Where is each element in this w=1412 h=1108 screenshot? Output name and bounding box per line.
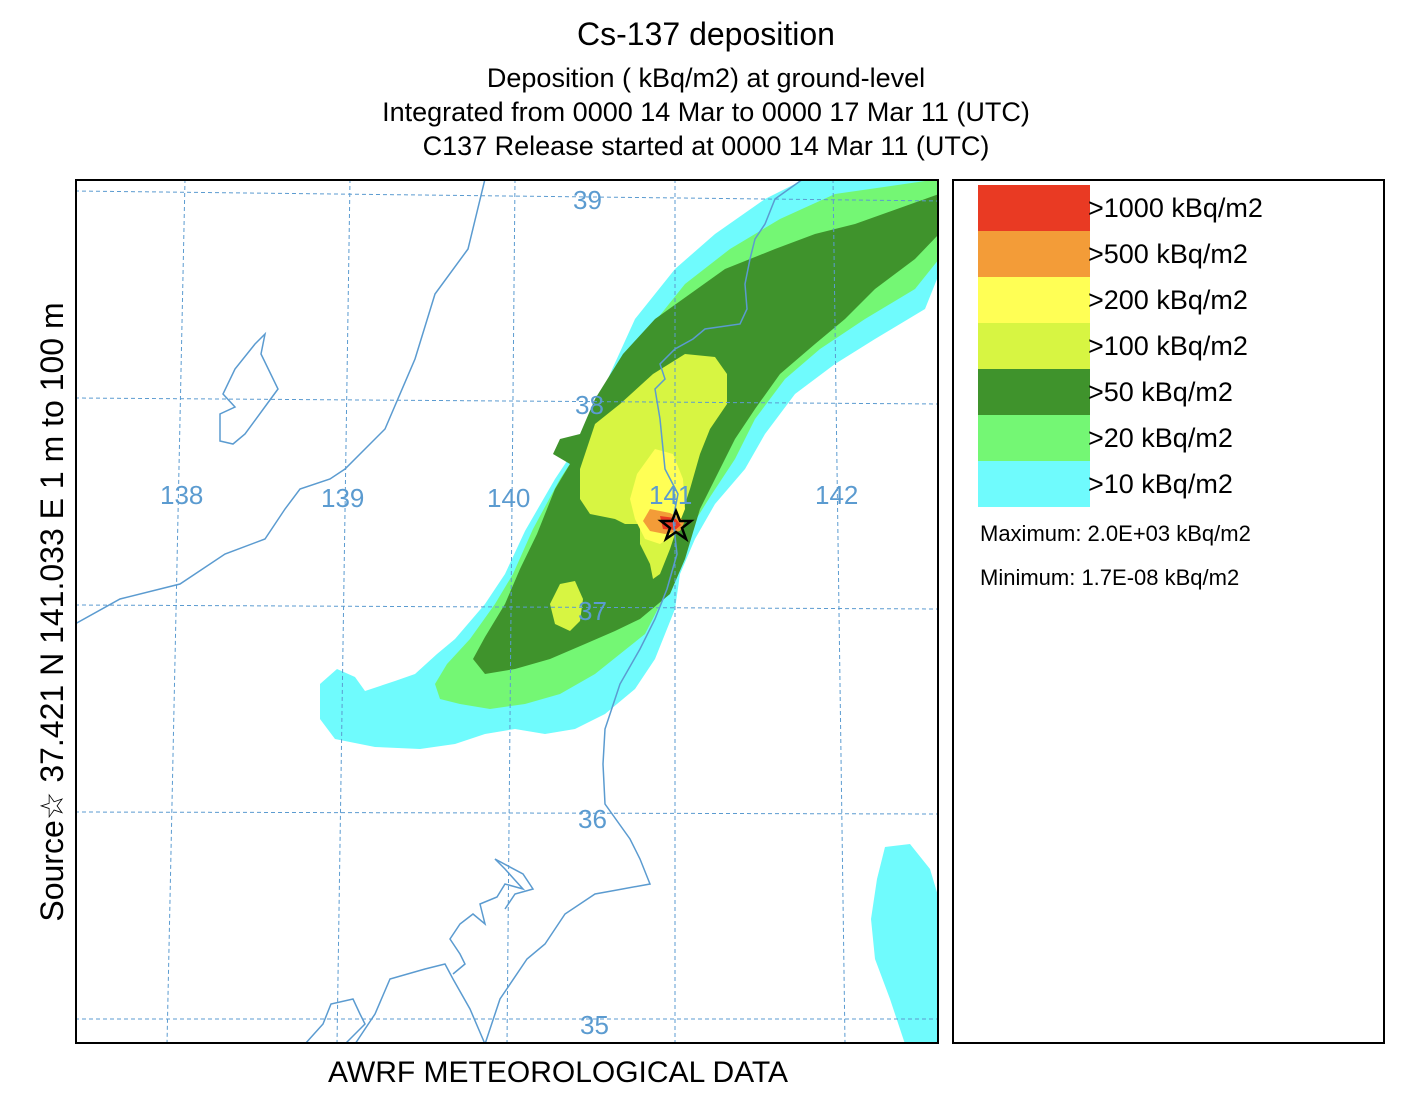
lon-label-139: 139 [321, 483, 364, 513]
contour-100-west [550, 581, 583, 631]
lat-label-37: 37 [578, 596, 607, 626]
graticule [75, 179, 939, 1044]
lon-label-141: 141 [649, 480, 692, 510]
legend-swatch-10 [978, 461, 1090, 507]
legend-swatch-1000 [978, 185, 1090, 231]
coastline-sado-island [219, 331, 279, 445]
legend-label-200: >200 kBq/m2 [1088, 285, 1248, 315]
legend-swatch-50 [978, 369, 1090, 415]
coastline-noto [304, 998, 366, 1044]
legend-item-500: >500 kBq/m2 [978, 231, 1378, 277]
legend-label-1000: >1000 kBq/m2 [1088, 193, 1263, 223]
lon-label-138: 138 [160, 480, 203, 510]
contour-10-southeast [871, 844, 939, 1044]
legend-label-500: >500 kBq/m2 [1088, 239, 1248, 269]
legend-label-20: >20 kBq/m2 [1088, 423, 1233, 453]
source-star-icon [657, 507, 695, 543]
legend-item-10: >10 kBq/m2 [978, 461, 1378, 507]
legend-swatch-200 [978, 277, 1090, 323]
legend-item-200: >200 kBq/m2 [978, 277, 1378, 323]
coastline-peninsula [354, 858, 526, 1044]
legend-item-20: >20 kBq/m2 [978, 415, 1378, 461]
maximum-value: Maximum: 2.0E+03 kBq/m2 [980, 521, 1251, 546]
minimum-value: Minimum: 1.7E-08 kBq/m2 [980, 565, 1240, 590]
lat-label-36: 36 [578, 804, 607, 834]
legend-item-50: >50 kBq/m2 [978, 369, 1378, 415]
lon-label-140: 140 [487, 483, 530, 513]
legend-swatch-20 [978, 415, 1090, 461]
lat-label-38: 38 [575, 390, 604, 420]
subtitle-quantity: Deposition ( kBq/m2) at ground-level [486, 63, 926, 93]
legend-swatch-100 [978, 323, 1090, 369]
map-title: Cs-137 deposition [577, 16, 835, 52]
coastline-bay [494, 858, 535, 910]
deposition-map: 138 139 140 141 142 39 38 37 36 35 [75, 179, 939, 1044]
legend-swatch-500 [978, 231, 1090, 277]
legend-panel: >1000 kBq/m2 >500 kBq/m2 >200 kBq/m2 >10… [952, 179, 1385, 1044]
source-info-label: Source☆ 37.421 N 141.033 E 1 m to 100 m [34, 302, 70, 922]
contour-1000 [660, 516, 681, 530]
legend-item-1000: >1000 kBq/m2 [978, 185, 1378, 231]
subtitle-release-start: C137 Release started at 0000 14 Mar 11 (… [422, 131, 990, 161]
legend-label-100: >100 kBq/m2 [1088, 331, 1248, 361]
lat-label-39: 39 [573, 185, 602, 215]
lon-label-142: 142 [815, 480, 858, 510]
coastline-honshu-west [75, 179, 486, 625]
lat-label-35: 35 [580, 1010, 609, 1040]
data-source-footer: AWRF METEOROLOGICAL DATA [328, 1056, 789, 1089]
legend-label-10: >10 kBq/m2 [1088, 469, 1233, 499]
subtitle-integration-period: Integrated from 0000 14 Mar to 0000 17 M… [382, 97, 1030, 127]
legend-item-100: >100 kBq/m2 [978, 323, 1378, 369]
legend-label-50: >50 kBq/m2 [1088, 377, 1233, 407]
